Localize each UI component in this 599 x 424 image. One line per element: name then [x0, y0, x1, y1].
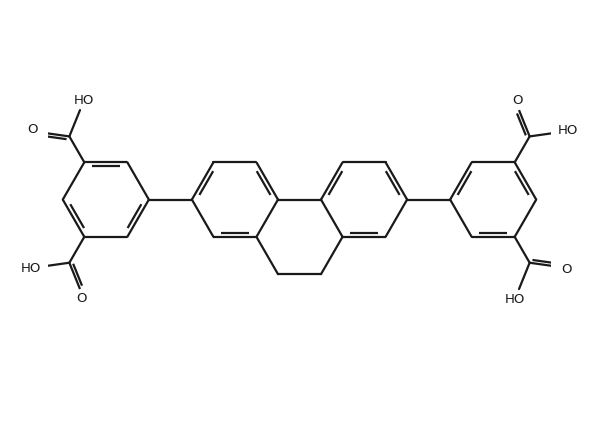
Text: HO: HO	[505, 293, 525, 306]
Text: HO: HO	[558, 125, 579, 137]
Text: O: O	[77, 292, 87, 305]
Text: O: O	[512, 94, 522, 107]
Text: O: O	[27, 123, 38, 136]
Text: HO: HO	[20, 262, 41, 275]
Text: HO: HO	[74, 94, 94, 106]
Text: O: O	[561, 263, 572, 276]
